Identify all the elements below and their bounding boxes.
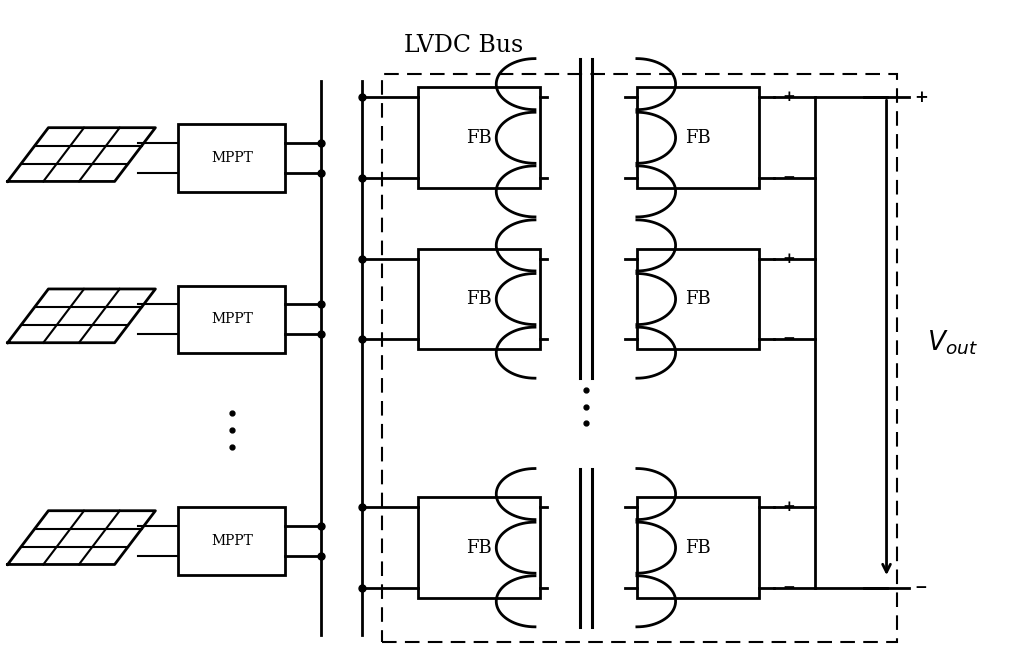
Polygon shape: [637, 249, 759, 349]
Polygon shape: [418, 87, 540, 188]
Text: +: +: [914, 89, 928, 106]
Text: +: +: [783, 501, 796, 514]
Text: MPPT: MPPT: [211, 534, 253, 548]
Polygon shape: [178, 124, 285, 192]
Text: FB: FB: [466, 539, 492, 556]
Text: +: +: [783, 91, 796, 104]
Text: MPPT: MPPT: [211, 312, 253, 326]
Text: FB: FB: [685, 539, 711, 556]
Text: FB: FB: [466, 290, 492, 308]
Text: −: −: [914, 581, 927, 595]
Polygon shape: [178, 286, 285, 353]
Text: MPPT: MPPT: [211, 151, 253, 165]
Polygon shape: [418, 497, 540, 598]
Text: −: −: [783, 333, 796, 346]
Text: FB: FB: [685, 290, 711, 308]
Polygon shape: [418, 249, 540, 349]
Text: FB: FB: [685, 129, 711, 146]
Polygon shape: [637, 497, 759, 598]
Text: −: −: [783, 581, 796, 595]
Text: $V_{out}$: $V_{out}$: [927, 329, 978, 357]
Text: −: −: [783, 171, 796, 185]
Polygon shape: [178, 507, 285, 575]
Text: +: +: [783, 252, 796, 265]
Text: LVDC Bus: LVDC Bus: [404, 34, 524, 57]
Text: FB: FB: [466, 129, 492, 146]
Polygon shape: [637, 87, 759, 188]
